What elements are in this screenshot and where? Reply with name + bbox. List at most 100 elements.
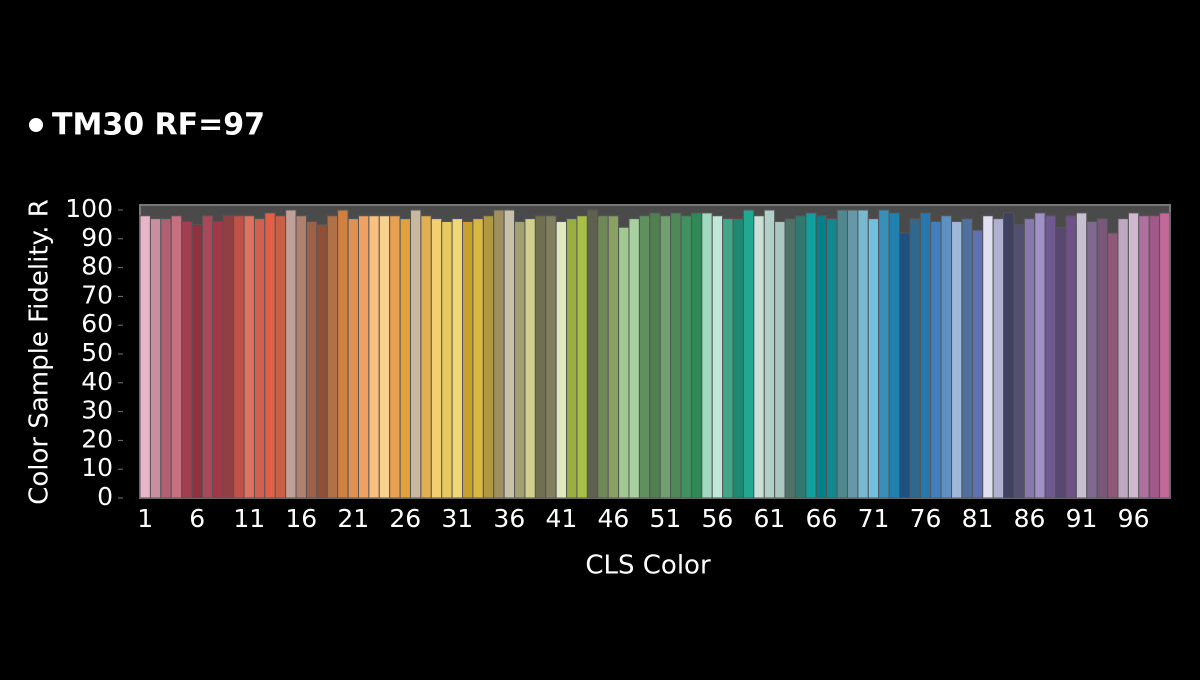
bar [1148,215,1161,499]
bar [399,218,412,499]
bar [222,215,235,499]
bar [690,212,703,499]
bar [992,218,1005,499]
x-tick-label: 51 [649,504,681,533]
bar [732,218,744,499]
bar [378,215,391,499]
bar [441,221,453,499]
bar [888,212,900,499]
bar [794,215,807,499]
bar [285,209,297,499]
x-tick-label: 96 [1118,504,1150,533]
bar [1107,232,1119,499]
bar [514,221,526,499]
bar [597,215,609,499]
bar [149,218,162,499]
bar [181,221,193,499]
bar [410,209,422,499]
x-tick-label: 91 [1066,504,1098,533]
bar [545,215,557,499]
y-tick-label: 70 [81,280,113,309]
bar [191,223,203,499]
bar [867,218,880,499]
bar [160,218,172,499]
bar [139,215,151,499]
bar [961,218,973,499]
bar [659,215,672,499]
bar [253,218,266,499]
bar [753,215,765,499]
x-tick-label: 41 [545,504,577,533]
y-tick-label: 20 [81,424,113,453]
bar [846,209,859,499]
x-tick-label: 1 [137,504,153,533]
bar [919,212,932,499]
bar [1096,218,1109,499]
bar [628,218,640,499]
bar [951,221,963,499]
title-bullet [29,118,43,132]
bar [670,212,682,499]
x-tick-label: 71 [858,504,890,533]
bar [763,209,776,499]
bar [1086,221,1098,499]
bar [201,215,214,499]
bar [524,218,536,499]
bar [389,215,401,499]
x-tick-label: 61 [754,504,786,533]
bar [347,218,359,499]
x-tick-label: 81 [962,504,994,533]
bar [1075,212,1088,499]
chart-title: TM30 RF=97 [52,108,265,143]
y-tick-label: 90 [81,223,113,252]
bar [784,218,796,499]
bar [451,218,464,499]
bar [701,212,713,499]
bar [264,212,276,499]
bar [982,215,994,499]
bar [1159,212,1171,499]
x-tick-label: 11 [233,504,265,533]
bar [212,221,224,499]
bar [1065,215,1077,499]
bar [930,221,942,499]
bar [357,215,370,499]
bar [462,221,474,499]
bar [305,221,318,499]
bar [898,232,911,499]
bar [607,215,620,499]
bar [326,215,339,499]
bar [170,215,183,499]
bar [233,215,245,499]
bar [680,215,692,499]
x-axis-label: CLS Color [585,551,711,581]
bar [1003,212,1015,499]
x-tick-label: 46 [597,504,629,533]
x-tick-label: 56 [702,504,734,533]
bar [243,215,255,499]
bar [337,209,349,499]
bar [420,215,432,499]
bar [1138,215,1150,499]
bar [482,215,495,499]
y-tick-label: 0 [97,482,113,511]
x-tick-label: 16 [285,504,317,533]
bar [711,215,724,499]
bar [857,209,869,499]
y-tick-label: 100 [65,194,113,223]
bar [1034,212,1046,499]
x-tick-label: 6 [189,504,205,533]
bar [722,218,734,499]
bar [909,218,921,499]
bar [1044,215,1057,499]
bar [742,209,755,499]
bar [1127,212,1140,499]
x-tick-label: 86 [1014,504,1046,533]
bar [493,209,505,499]
bar [295,215,307,499]
y-axis-label: Color Sample Fidelity. R [25,199,55,505]
bar [618,226,630,499]
bar [815,215,828,499]
